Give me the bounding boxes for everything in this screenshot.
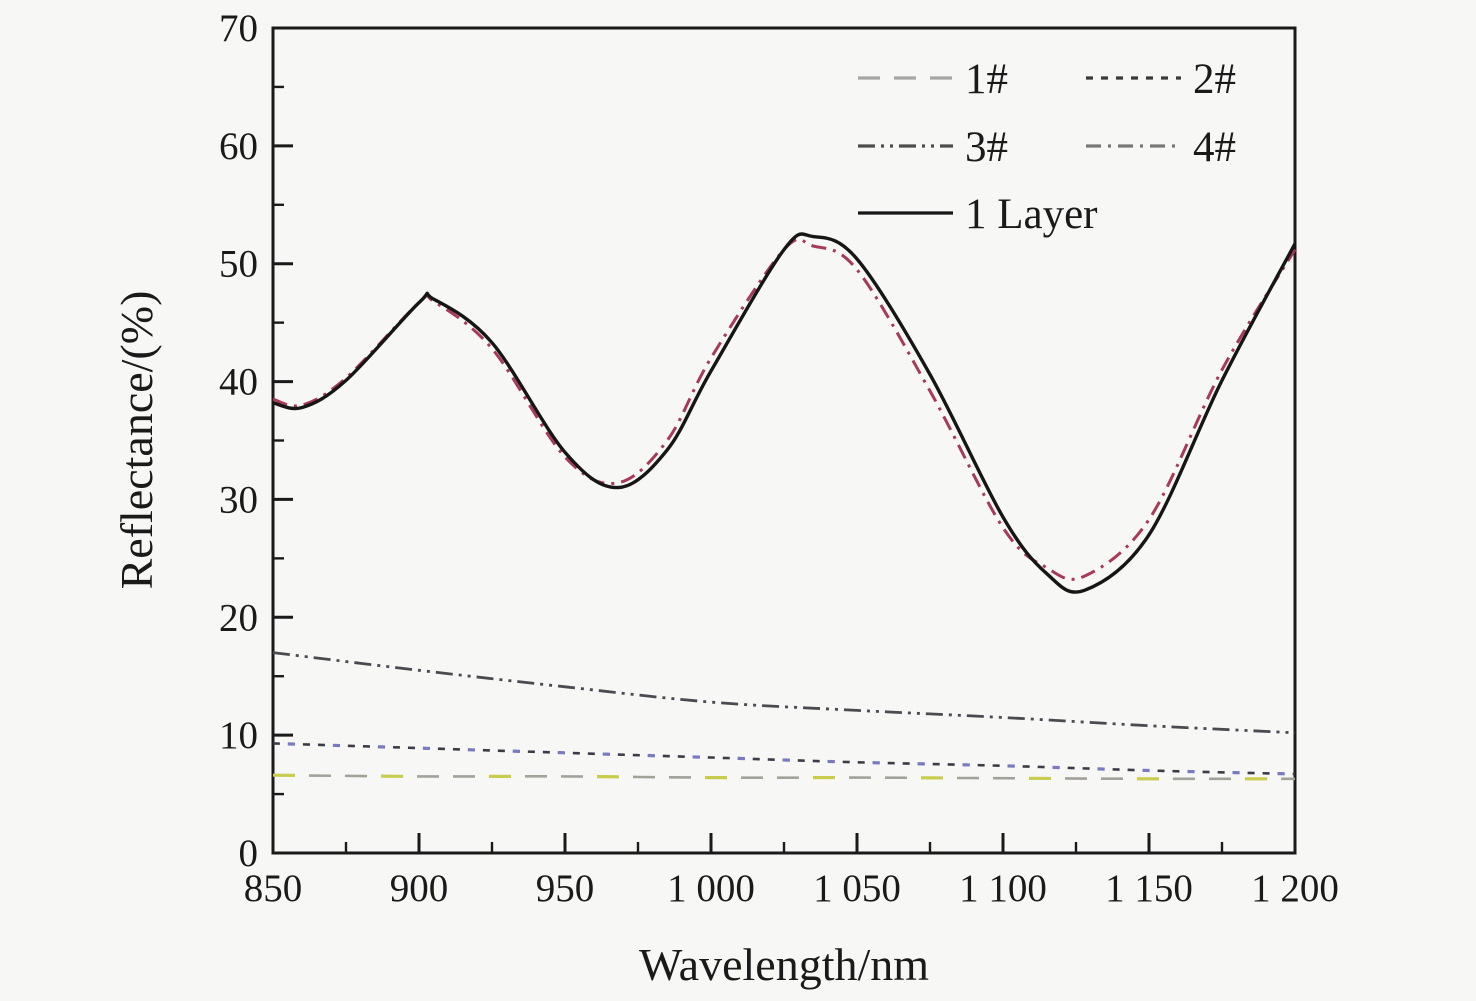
y-tick-label: 20 (219, 596, 258, 639)
y-tick-label: 70 (219, 7, 258, 50)
x-tick-label: 900 (390, 867, 449, 910)
x-tick-label: 1 000 (667, 867, 755, 910)
x-tick-label: 1 050 (813, 867, 901, 910)
legend-entry-1#: 1# (858, 56, 1008, 103)
series-line-1# (272, 773, 1295, 781)
legend-entry-1-layer: 1 Layer (858, 191, 1098, 238)
legend-label: 1# (965, 56, 1008, 103)
y-tick-label: 50 (219, 243, 258, 286)
y-tick-label: 10 (219, 714, 258, 757)
y-tick-label: 40 (219, 361, 258, 404)
legend-label: 3# (965, 124, 1008, 171)
plot-frame (271, 26, 1297, 855)
legend-entry-2#: 2# (1086, 56, 1236, 103)
series-line-4# (272, 237, 1297, 581)
y-tick-label: 0 (239, 832, 259, 875)
x-axis-title: Wavelength/nm (639, 939, 929, 990)
legend-label: 2# (1193, 56, 1236, 103)
x-tick-label: 1 200 (1251, 867, 1339, 910)
legend-label: 4# (1193, 124, 1236, 171)
legend-label: 1 Layer (965, 191, 1098, 238)
series-line-accent-2# (272, 741, 1296, 776)
x-tick-label: 950 (536, 867, 595, 910)
legend: 1# 2# 3# 4# 1 Layer (858, 56, 1236, 238)
series-lines (272, 232, 1297, 781)
x-tick-label: 850 (244, 867, 303, 910)
series-line-3# (272, 651, 1296, 735)
y-tick-label: 30 (219, 478, 258, 521)
y-axis-title: Reflectance/(%) (111, 291, 162, 590)
legend-entry-4#: 4# (1086, 124, 1236, 171)
axis-ticks: 850 900 950 1 000 1 050 1 100 1 150 1 200 0 10 20 3… (219, 7, 1339, 910)
series-line-1-layer (272, 232, 1297, 594)
x-tick-label: 1 150 (1105, 867, 1193, 910)
y-tick-label: 60 (219, 125, 258, 168)
legend-entry-3#: 3# (858, 124, 1008, 171)
x-tick-label: 1 100 (959, 867, 1047, 910)
